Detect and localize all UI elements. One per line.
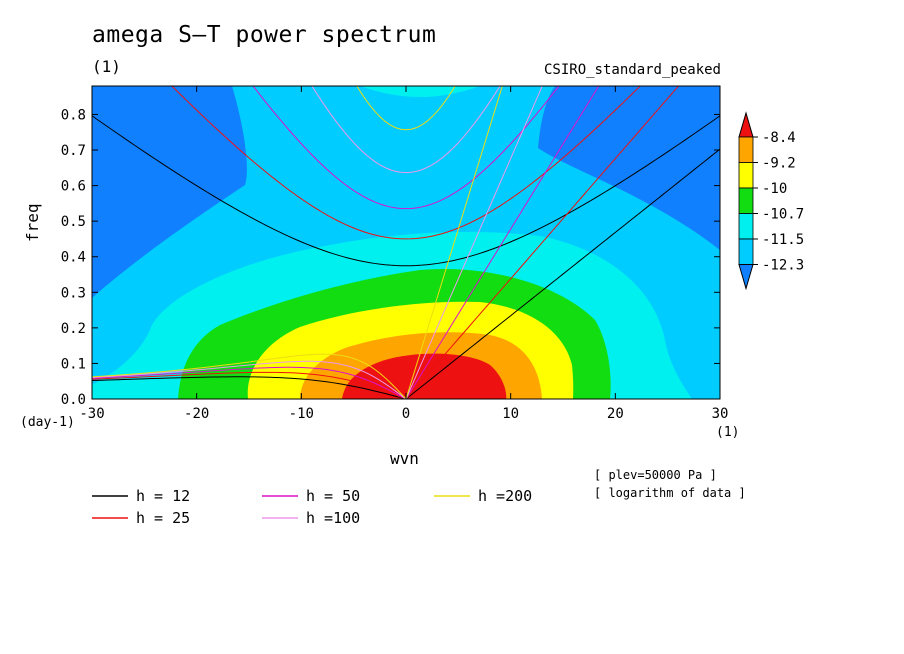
note-log: [ logarithm of data ] <box>594 486 746 500</box>
y-tick-label: 0.7 <box>61 143 86 159</box>
x-tick-label: 30 <box>712 406 729 422</box>
rossby-curve <box>92 376 407 399</box>
chart-subtitle: (1) <box>92 57 121 76</box>
y-tick-label: 0.3 <box>61 285 86 301</box>
colorbar-label: -8.4 <box>762 130 796 146</box>
y-tick-label: 0.4 <box>61 250 86 266</box>
colorbar-label: -9.2 <box>762 156 796 172</box>
y-tick-label: 0.1 <box>61 356 86 372</box>
note-plev: [ plev=50000 Pa ] <box>594 468 717 482</box>
colorbar-label: -10 <box>762 181 787 197</box>
kelvin-curve <box>405 86 600 399</box>
model-name: CSIRO_standard_peaked <box>543 62 721 78</box>
region-red <box>342 353 507 399</box>
colorbar-swatch <box>738 238 754 265</box>
colorbar-swatch <box>738 136 754 163</box>
kelvin-curve <box>405 86 503 399</box>
y-tick-label: 0.8 <box>61 107 86 123</box>
x-unit-left: (day-1) <box>20 415 75 430</box>
axes: -30 -20 -10 0 10 20 30 0.0 0.1 0.2 0.3 0.4 0.5 0.6 0.7… <box>61 86 729 422</box>
kelvin-curve <box>405 86 543 399</box>
region-dark-right <box>538 86 720 250</box>
rossby-curve <box>92 360 407 399</box>
x-tick-label: 20 <box>607 406 624 422</box>
x-tick-label: -10 <box>289 406 314 422</box>
gravity-wave-curve <box>311 86 501 174</box>
colorbar-bottom-arrow <box>738 264 754 291</box>
chart-title: amega S–T power spectrum <box>92 22 437 48</box>
gravity-wave-curve <box>356 86 456 131</box>
x-axis-label: wvn <box>390 449 419 468</box>
y-tick-label: 0.2 <box>61 321 86 337</box>
legend-label: h =100 <box>306 509 360 527</box>
gravity-wave-curve <box>171 86 641 240</box>
y-tick-label: 0.0 <box>61 392 86 408</box>
x-unit-right: (1) <box>716 425 740 440</box>
rossby-curve <box>92 371 407 399</box>
colorbar: -8.4 -9.2 -10 -10.7 -11.5 -12.3 <box>738 111 804 291</box>
x-tick-label: 10 <box>502 406 519 422</box>
kelvin-curve <box>405 148 720 399</box>
rossby-curve <box>92 353 407 399</box>
legend-label: h = 25 <box>136 509 190 527</box>
y-tick-label: 0.6 <box>61 179 86 195</box>
rossby-curve <box>92 366 407 399</box>
gravity-wave-curve <box>252 86 560 210</box>
colorbar-swatch <box>738 213 754 240</box>
legend-label: h = 12 <box>136 487 190 505</box>
kelvin-curve <box>405 86 680 399</box>
x-tick-label: -30 <box>79 406 104 422</box>
x-tick-label: -20 <box>184 406 209 422</box>
colorbar-label: -12.3 <box>762 258 804 274</box>
y-tick-label: 0.5 <box>61 214 86 230</box>
colorbar-swatch <box>738 187 754 214</box>
legend-label: h =200 <box>478 487 532 505</box>
x-tick-label: 0 <box>402 406 410 422</box>
gravity-wave-curve <box>92 115 720 267</box>
colorbar-label: -10.7 <box>762 207 804 223</box>
colorbar-label: -11.5 <box>762 232 804 248</box>
region-dark-left <box>92 86 247 298</box>
plot-area <box>92 86 720 399</box>
legend-label: h = 50 <box>306 487 360 505</box>
colorbar-swatch <box>738 162 754 189</box>
colorbar-top-arrow <box>738 111 754 138</box>
dispersion-curves <box>92 86 720 399</box>
legend: h = 12 h = 25 h = 50 h =100 h =200 <box>92 487 532 527</box>
